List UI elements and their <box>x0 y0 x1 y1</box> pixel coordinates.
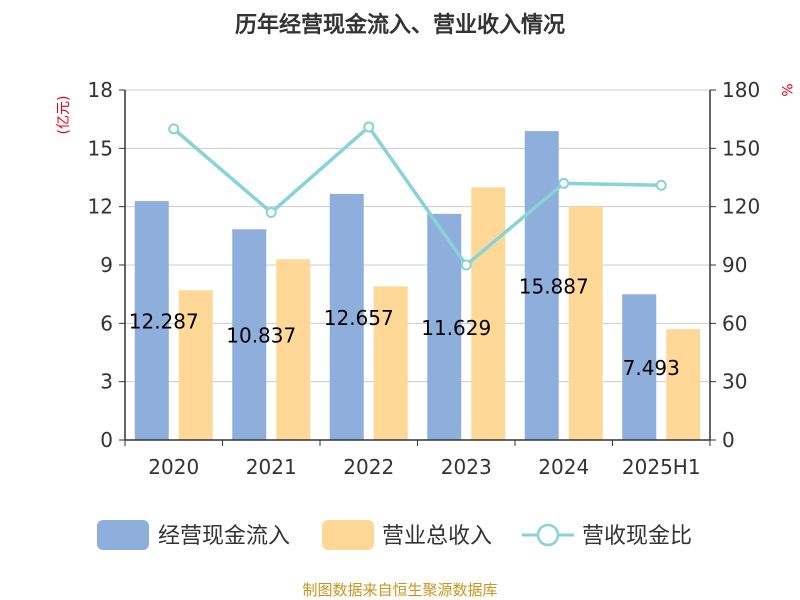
x-tick-label: 2024 <box>538 455 589 479</box>
ratio-point <box>460 259 472 271</box>
left-axis-unit: (亿元) <box>56 96 72 135</box>
right-tick-label: 30 <box>722 370 747 394</box>
x-tick-label: 2023 <box>441 455 492 479</box>
bar-revenue <box>471 187 506 440</box>
ratio-point <box>558 177 570 189</box>
ratio-point <box>655 179 667 191</box>
ratio-point <box>168 123 180 135</box>
bar-cash-inflow <box>232 229 267 440</box>
bar-revenue <box>568 206 603 440</box>
bars <box>134 131 701 440</box>
right-tick-label: 180 <box>722 78 760 102</box>
ratio-point <box>265 207 277 218</box>
bar-labels: 12.287 10.837 12.657 11.629 15.887 7.493 <box>129 275 680 381</box>
bar-cash-inflow <box>622 294 657 440</box>
right-axis-unit: % <box>778 83 794 96</box>
bar-revenue <box>373 286 408 440</box>
bar-data-label: 12.287 <box>129 310 199 334</box>
legend: 经营现金流入 营业总收入 营收现金比 <box>97 520 692 550</box>
left-tick-label: 3 <box>100 370 113 394</box>
right-tick-label: 60 <box>722 311 747 335</box>
legend-label-revenue: 营业总收入 <box>382 524 492 549</box>
right-tick-label: 90 <box>722 253 747 277</box>
legend-swatch-ratio-marker <box>536 523 560 547</box>
x-tick-label: 2021 <box>246 455 297 479</box>
x-tick-label: 2025H1 <box>622 455 701 479</box>
grid <box>125 89 710 383</box>
ratio-line-path <box>172 124 662 268</box>
left-tick-label: 18 <box>88 78 113 102</box>
left-tick-label: 9 <box>100 253 113 277</box>
legend-swatch-cash-inflow <box>97 520 149 550</box>
x-tick-label: 2020 <box>148 455 199 479</box>
right-tick-label: 120 <box>722 195 760 219</box>
bar-cash-inflow <box>329 193 364 440</box>
legend-label-cash-inflow: 经营现金流入 <box>158 524 290 549</box>
right-tick-label: 0 <box>722 428 735 452</box>
left-tick-label: 15 <box>88 136 113 160</box>
bar-revenue <box>666 329 701 440</box>
bar-data-label: 10.837 <box>226 324 296 348</box>
chart-title: 历年经营现金流入、营业收入情况 <box>235 12 565 38</box>
left-tick-label: 6 <box>100 311 113 335</box>
source-note: 制图数据来自恒生聚源数据库 <box>302 581 497 599</box>
bar-data-label: 11.629 <box>421 316 491 340</box>
bar-cash-inflow <box>524 131 559 440</box>
left-tick-label: 0 <box>100 428 113 452</box>
left-tick-label: 12 <box>88 195 113 219</box>
bar-revenue <box>276 259 311 440</box>
bar-data-label: 15.887 <box>519 275 589 299</box>
bar-cash-inflow <box>134 201 169 440</box>
legend-swatch-revenue <box>322 520 374 550</box>
bar-data-label: 7.493 <box>623 356 680 380</box>
bar-data-label: 12.657 <box>324 306 394 330</box>
ratio-line <box>168 121 667 271</box>
x-tick-label: 2022 <box>343 455 394 479</box>
legend-label-ratio: 营收现金比 <box>582 524 692 549</box>
bar-revenue <box>178 290 213 440</box>
ratio-point <box>363 121 375 133</box>
right-tick-label: 150 <box>722 136 760 160</box>
